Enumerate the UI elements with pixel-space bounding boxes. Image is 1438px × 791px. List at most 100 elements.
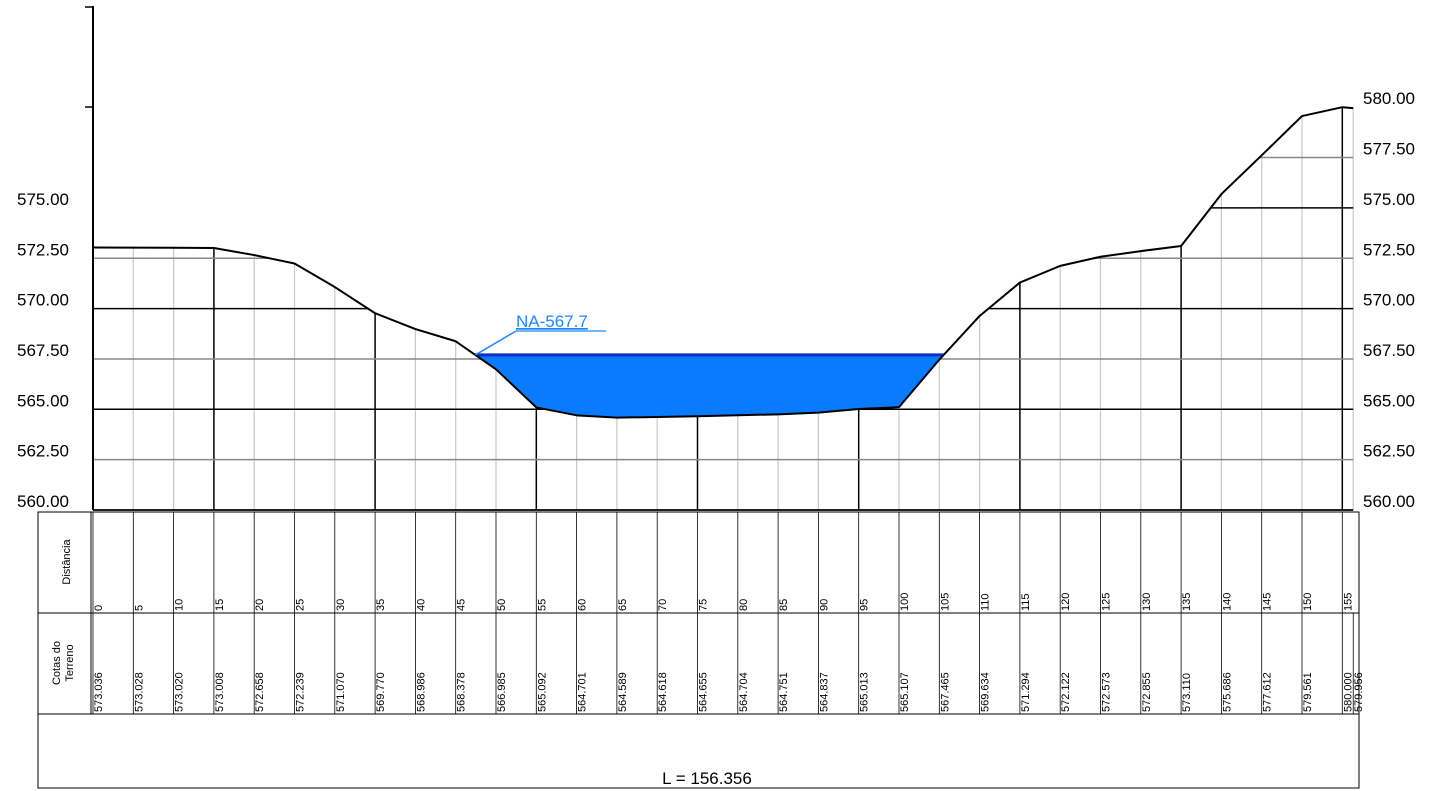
- distance-value: 35: [375, 599, 387, 611]
- elevation-value: 573.110: [1181, 673, 1193, 712]
- elevation-value: 564.655: [698, 672, 710, 712]
- distance-value: 145: [1262, 593, 1274, 611]
- elevation-value: 572.573: [1101, 672, 1113, 712]
- elevation-value: 577.612: [1262, 672, 1274, 712]
- elevation-value: 564.704: [738, 672, 750, 712]
- elevation-value: 573.028: [133, 672, 145, 712]
- elevation-value: 568.986: [415, 672, 427, 712]
- distance-value: 130: [1141, 593, 1153, 611]
- elevation-value: 580.000: [1342, 672, 1354, 712]
- elevation-value: 579.561: [1302, 672, 1314, 712]
- water-area: [475, 354, 944, 418]
- elevation-label-right: 565.00: [1363, 391, 1415, 410]
- elevation-value: 573.020: [174, 672, 186, 712]
- distance-value: 15: [214, 599, 226, 611]
- elevation-label-left: 575.00: [17, 190, 69, 209]
- water-level-annotation: NA-567.7: [474, 312, 606, 356]
- elevation-value: 564.589: [617, 672, 629, 712]
- distance-value: 140: [1221, 593, 1233, 611]
- distance-row-header: Distância: [61, 539, 73, 585]
- elevation-label-right: 562.50: [1363, 442, 1415, 461]
- water-area-group: [475, 353, 944, 418]
- total-length: L = 156.356: [662, 769, 752, 788]
- distance-value: 90: [818, 599, 830, 611]
- elevation-value: 565.107: [899, 672, 911, 712]
- elevation-label-left: 572.50: [17, 240, 69, 259]
- elevation-value: 579.956: [1353, 672, 1365, 712]
- elevation-label-right: 580.00: [1363, 89, 1415, 108]
- elevation-value: 564.751: [778, 672, 790, 712]
- elevation-row-header-line-1: Cotas do: [51, 641, 63, 685]
- elevation-values: 573.036 573.028 573.020 573.008 572.658 572.2…: [93, 672, 1365, 712]
- elevation-value: 573.036: [93, 672, 105, 712]
- elevation-label-right: 567.50: [1363, 341, 1415, 360]
- elevation-value: 564.837: [818, 672, 830, 712]
- distance-value: 25: [295, 599, 307, 611]
- distance-value: 55: [536, 599, 548, 611]
- terrain-line: [92, 106, 1354, 419]
- distance-value: 120: [1060, 593, 1072, 611]
- distance-value: 125: [1101, 593, 1113, 611]
- distance-value: 70: [657, 599, 669, 611]
- distance-value: 110: [980, 593, 992, 611]
- distance-value: 150: [1302, 593, 1314, 611]
- elevation-value: 565.013: [859, 672, 871, 712]
- elevation-grid: [93, 106, 1354, 511]
- distance-value: 20: [254, 599, 266, 611]
- elevation-label-left: 565.00: [17, 391, 69, 410]
- elevation-row-header-line-2: Terreno: [64, 644, 76, 681]
- distance-value: 135: [1181, 593, 1193, 611]
- elevation-value: 571.070: [335, 672, 347, 712]
- elevation-label-right: 570.00: [1363, 291, 1415, 310]
- elevation-value: 571.294: [1020, 672, 1032, 712]
- distance-value: 60: [577, 599, 589, 611]
- elevation-label-right: 560.00: [1363, 492, 1415, 511]
- elevation-label-left: 567.50: [17, 341, 69, 360]
- distance-value: 30: [335, 599, 347, 611]
- elevation-value: 575.686: [1221, 672, 1233, 712]
- elevation-labels: 575.00 572.50 570.00 567.50 565.00 562.50 560.…: [17, 89, 1415, 511]
- distance-value: 65: [617, 599, 629, 611]
- elevation-label-left: 570.00: [17, 291, 69, 310]
- elevation-label-left: 560.00: [17, 492, 69, 511]
- distance-value: 105: [939, 593, 951, 611]
- distance-values: 0 5 10 15 20 25 30 35 40 45 50 55 60 65 70 75 80 85 90 95 10…: [92, 512, 1354, 714]
- distance-value: 10: [174, 599, 186, 611]
- elevation-value: 572.658: [254, 672, 266, 712]
- distance-value: 5: [133, 605, 145, 611]
- elevation-value: 568.378: [456, 672, 468, 712]
- water-level-label: NA-567.7: [516, 312, 588, 331]
- elevation-value: 566.985: [496, 672, 508, 712]
- table-frame: [37, 511, 1360, 789]
- distance-value: 75: [698, 599, 710, 611]
- elevation-value: 564.618: [657, 672, 669, 712]
- elevation-value: 564.701: [577, 672, 589, 712]
- elevation-value: 565.092: [536, 672, 548, 712]
- elevation-label-left: 562.50: [17, 442, 69, 461]
- elevation-value: 572.855: [1141, 672, 1153, 712]
- elevation-label-right: 577.50: [1363, 140, 1415, 159]
- distance-value: 50: [496, 599, 508, 611]
- profile-table: Distância Cotas do Terreno 0 5 10 15 20 25 30 3…: [37, 511, 1365, 789]
- distance-value: 100: [899, 593, 911, 611]
- distance-value: 0: [93, 605, 105, 611]
- distance-value: 80: [738, 599, 750, 611]
- distance-value: 40: [415, 599, 427, 611]
- distance-value: 115: [1020, 593, 1032, 611]
- elevation-value: 573.008: [214, 672, 226, 712]
- elevation-value: 572.239: [295, 672, 307, 712]
- elevation-label-right: 575.00: [1363, 190, 1415, 209]
- distance-value: 95: [859, 599, 871, 611]
- vertical-station-lines: [92, 107, 1354, 510]
- distance-value: 45: [456, 599, 468, 611]
- water-level-leader: [474, 330, 517, 356]
- elevation-label-right: 572.50: [1363, 240, 1415, 259]
- distance-value: 155: [1342, 593, 1354, 611]
- elevation-value: 569.634: [980, 672, 992, 712]
- frame-lines: [85, 6, 1353, 511]
- elevation-value: 567.465: [939, 672, 951, 712]
- elevation-value: 572.122: [1060, 672, 1072, 712]
- distance-value: 85: [778, 599, 790, 611]
- terrain-group: [92, 106, 1354, 419]
